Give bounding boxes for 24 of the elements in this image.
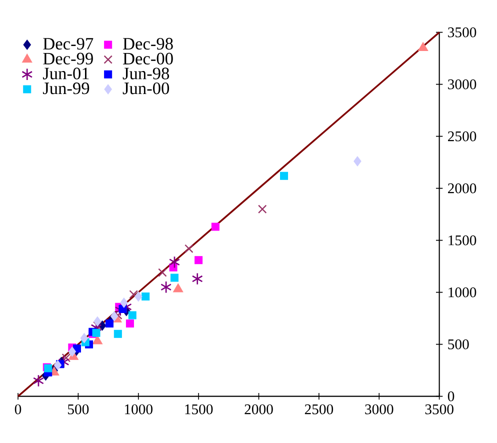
legend-label: Dec-98 — [123, 38, 173, 50]
x-tick-label: 1000 — [125, 404, 152, 414]
x-tick-label: 1500 — [185, 404, 213, 414]
legend-label: Dec-97 — [43, 38, 94, 50]
legend-label: Dec-00 — [123, 52, 173, 64]
x-tick-label: 0 — [14, 404, 22, 414]
x-tick-label: 3500 — [425, 404, 454, 414]
legend-label: Jun-98 — [122, 68, 170, 80]
x-tick-label: 2500 — [304, 404, 334, 414]
y-tick-label: 1500 — [448, 235, 476, 246]
y-tick-label: 2000 — [448, 183, 476, 194]
legend-label: Jun-99 — [42, 82, 90, 94]
x-tick-label: 500 — [68, 404, 89, 414]
legend-label: Jun-01 — [42, 68, 89, 80]
x-tick-label: 2000 — [244, 404, 273, 414]
y-tick-label: 500 — [448, 339, 469, 350]
y-tick-label: 3500 — [448, 27, 476, 38]
y-tick-label: 0 — [448, 391, 454, 402]
x-tick-label: 3000 — [365, 404, 394, 414]
legend-label: Jun-00 — [122, 82, 170, 94]
legend-label: Dec-99 — [43, 52, 93, 64]
y-tick-label: 1000 — [448, 287, 476, 298]
y-tick-label: 2500 — [448, 131, 476, 142]
y-tick-label: 3000 — [448, 79, 476, 90]
